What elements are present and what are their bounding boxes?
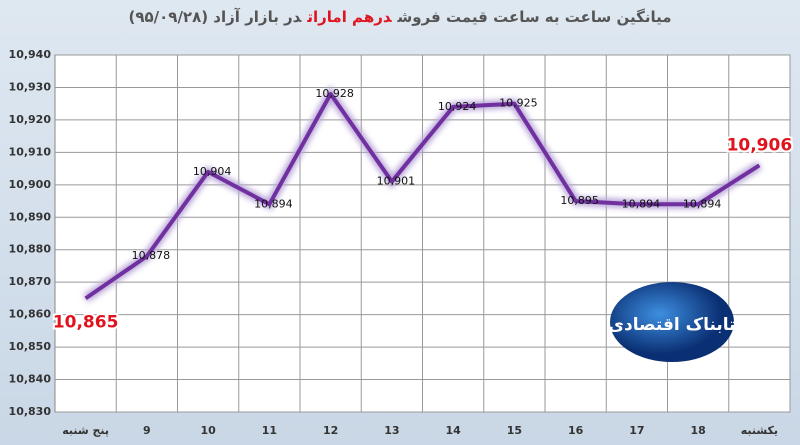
data-label: 10,894	[254, 197, 293, 210]
title-highlight: درهم امارات	[307, 8, 392, 26]
title-part: در بازار آزاد (۹۵/۰۹/۲۸)	[128, 8, 302, 26]
x-tick-label: 17	[629, 424, 644, 437]
data-label: 10,906	[727, 135, 793, 155]
y-tick-label: 10,870	[9, 275, 52, 288]
x-tick-label: 11	[262, 424, 277, 437]
data-label: 10,928	[315, 87, 354, 100]
y-tick-label: 10,880	[9, 243, 52, 256]
y-tick-label: 10,910	[9, 145, 52, 158]
y-tick-label: 10,900	[9, 178, 52, 191]
logo: تابناک اقتصادی	[608, 282, 736, 362]
y-tick-label: 10,920	[9, 113, 52, 126]
data-label: 10,924	[438, 100, 477, 113]
data-label: 10,901	[377, 175, 416, 188]
x-tick-label: 12	[323, 424, 338, 437]
x-tick-label: 15	[507, 424, 522, 437]
data-label: 10,894	[683, 197, 722, 210]
y-tick-label: 10,840	[9, 373, 52, 386]
y-tick-label: 10,850	[9, 340, 52, 353]
chart-title: میانگین ساعت به ساعت قیمت فروش درهم امارا…	[0, 8, 800, 26]
y-tick-label: 10,890	[9, 210, 52, 223]
data-label: 10,895	[560, 194, 599, 207]
line	[84, 91, 761, 301]
x-tick-label: 13	[384, 424, 399, 437]
x-tick-label: 18	[690, 424, 705, 437]
x-tick-label: 10	[200, 424, 216, 437]
data-label: 10,925	[499, 97, 538, 110]
logo-text: تابناک اقتصادی	[608, 315, 735, 335]
x-tick-label: 9	[143, 424, 151, 437]
logo-ellipse	[610, 282, 734, 362]
x-tick-label: پنج شنبه	[62, 424, 109, 437]
data-label: 10,904	[193, 165, 232, 178]
y-tick-label: 10,940	[9, 48, 52, 61]
x-tick-label: 14	[445, 424, 461, 437]
y-tick-label: 10,830	[9, 405, 52, 418]
data-label: 10,894	[622, 197, 661, 210]
x-tick-label: 16	[568, 424, 584, 437]
title-part: میانگین ساعت به ساعت قیمت فروش	[397, 8, 672, 26]
x-tick-label: یکشنبه	[741, 424, 778, 437]
data-label: 10,865	[53, 312, 119, 332]
data-label: 10,878	[132, 249, 171, 262]
y-tick-label: 10,860	[9, 308, 52, 321]
y-tick-label: 10,930	[9, 80, 52, 93]
